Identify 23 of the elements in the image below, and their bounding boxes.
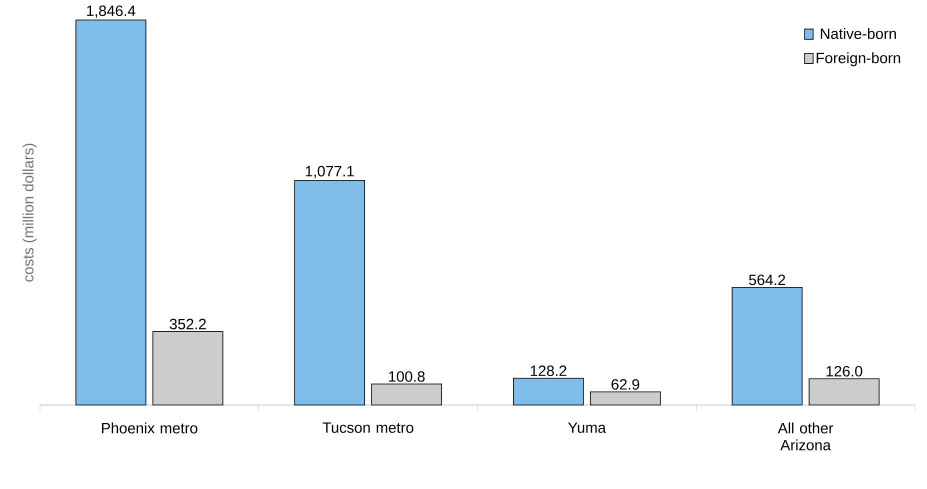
bar <box>590 391 661 406</box>
bar <box>808 378 880 406</box>
data-label: 100.8 <box>389 371 425 382</box>
data-label: 352.2 <box>170 318 206 330</box>
x-tick-label: Phoenix metro <box>102 422 198 434</box>
data-label: 62.9 <box>612 379 640 390</box>
bar <box>294 180 366 406</box>
legend-label: Foreign-born <box>816 52 900 66</box>
bar <box>75 20 146 406</box>
data-label: 564.2 <box>749 274 786 286</box>
data-label: 1,846.4 <box>87 5 136 18</box>
data-label: 128.2 <box>530 365 566 376</box>
bar <box>512 378 584 406</box>
bar <box>152 331 224 406</box>
bar <box>732 286 803 406</box>
x-tick-label: Yuma <box>568 422 606 433</box>
x-tick-label: All other Arizona <box>778 422 834 450</box>
legend-label: Native-born <box>820 28 896 39</box>
data-label: 1,077.1 <box>306 166 354 178</box>
bar <box>371 384 442 406</box>
data-label: 126.0 <box>826 366 862 377</box>
x-tick-label: Tucson metro <box>322 422 414 433</box>
y-axis-title: costs (million dollars) <box>22 144 36 282</box>
